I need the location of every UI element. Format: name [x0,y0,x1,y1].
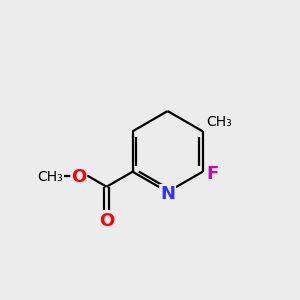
Text: O: O [99,212,114,230]
Text: CH₃: CH₃ [38,170,63,184]
Text: CH₃: CH₃ [206,115,232,129]
Text: O: O [71,168,86,186]
Text: N: N [160,185,175,203]
Text: F: F [206,165,218,183]
